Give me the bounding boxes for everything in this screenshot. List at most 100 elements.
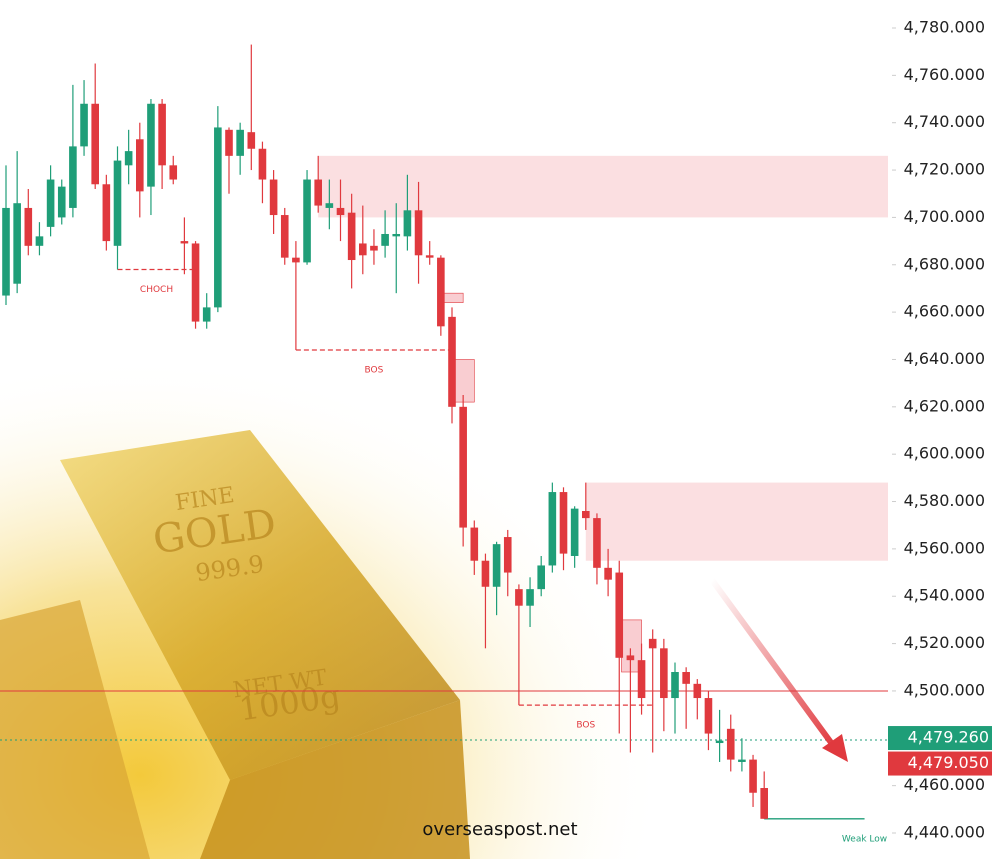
annotation-label: BOS: [365, 366, 384, 376]
candle-body: [503, 537, 512, 573]
price-badge: [888, 726, 992, 751]
candle-body: [258, 148, 267, 180]
y-tick-label: 4,780.000: [904, 18, 985, 37]
candle-body: [559, 492, 568, 554]
trend-arrow-head: [822, 734, 848, 762]
candle-body: [214, 127, 222, 308]
candle-body: [102, 184, 111, 242]
y-tick-label: 4,620.000: [904, 396, 985, 415]
gold-bar-side: [200, 700, 470, 859]
candle-body: [403, 210, 412, 237]
candle-body: [280, 215, 289, 258]
annotation-label: BOS: [576, 721, 595, 731]
zone: [318, 155, 888, 218]
candle-body: [191, 243, 200, 322]
y-tick-label: 4,760.000: [904, 65, 985, 84]
candle-body: [414, 210, 423, 256]
candle-body: [69, 146, 77, 208]
candle-body: [236, 129, 244, 156]
candle-body: [392, 233, 401, 237]
candle-body: [760, 788, 768, 819]
candle-body: [660, 648, 668, 699]
y-tick-label: 4,540.000: [904, 586, 985, 605]
annotation-label: CHOCH: [140, 285, 173, 295]
candle-body: [158, 103, 166, 166]
candle-body: [202, 307, 211, 322]
candle-body: [225, 129, 233, 156]
candle-body: [91, 103, 99, 185]
candle-body: [169, 165, 178, 180]
candle-body: [548, 492, 557, 566]
candle-body: [437, 257, 445, 327]
price-badge-label: 4,479.260: [908, 728, 989, 747]
candle-body: [136, 139, 144, 192]
gold-bar-left: [0, 600, 150, 859]
candle-body: [626, 655, 635, 661]
y-tick-label: 4,580.000: [904, 491, 985, 510]
price-badge: [888, 751, 992, 776]
y-tick-label: 4,460.000: [904, 775, 985, 794]
candle-body: [693, 683, 702, 699]
zone: [443, 292, 464, 303]
candle-body: [13, 203, 21, 284]
candle-body: [682, 672, 690, 684]
candle-body: [347, 212, 356, 261]
candle-body: [492, 544, 501, 587]
candle-body: [336, 207, 345, 216]
candle-body: [615, 572, 624, 658]
candle-body: [35, 236, 44, 246]
candle-body: [582, 511, 590, 519]
candle-body: [269, 179, 278, 216]
y-tick-label: 4,700.000: [904, 207, 985, 226]
y-tick-label: 4,600.000: [904, 444, 985, 463]
candle-body: [515, 589, 523, 606]
y-tick-label: 4,560.000: [904, 538, 985, 557]
candle-body: [738, 759, 746, 762]
gold-bar: [60, 430, 460, 780]
y-tick-label: 4,680.000: [904, 254, 985, 273]
candle-body: [749, 759, 757, 793]
candle-body: [726, 728, 735, 760]
candle-body: [314, 179, 322, 206]
candle-body: [425, 255, 434, 258]
candle-body: [537, 565, 545, 590]
candle-body: [147, 103, 155, 187]
candle-body: [359, 243, 367, 256]
candle-body: [704, 698, 713, 734]
trend-arrow: [709, 578, 838, 750]
zone: [453, 359, 475, 403]
y-tick-label: 4,440.000: [904, 823, 985, 842]
candle-body: [570, 508, 579, 556]
candle-body: [459, 406, 467, 528]
candle-body: [481, 560, 490, 587]
y-tick-label: 4,640.000: [904, 349, 985, 368]
candle-body: [113, 160, 122, 246]
candle-body: [325, 203, 334, 208]
candle-body: [715, 740, 724, 744]
candle-body: [671, 672, 679, 699]
candle-body: [57, 186, 66, 218]
candle-body: [80, 103, 88, 147]
candle-body: [470, 527, 479, 561]
y-tick-label: 4,740.000: [904, 112, 985, 131]
candle-body: [637, 660, 646, 699]
annotation-label: Weak Low: [842, 834, 887, 844]
candle-body: [46, 179, 55, 227]
y-tick-label: 4,720.000: [904, 160, 985, 179]
y-tick-label: 4,660.000: [904, 302, 985, 321]
candle-body: [124, 151, 133, 166]
price-badge-label: 4,479.050: [908, 753, 989, 772]
candle-body: [381, 233, 389, 246]
candle-body: [292, 257, 300, 263]
candle-body: [593, 518, 601, 568]
y-tick-label: 4,500.000: [904, 680, 985, 699]
candle-body: [303, 179, 311, 263]
y-tick-label: 4,520.000: [904, 633, 985, 652]
candle-body: [247, 132, 256, 149]
zone: [585, 482, 888, 561]
candle-body: [180, 241, 189, 244]
watermark: overseaspost.net: [422, 819, 577, 840]
candle-body: [24, 207, 33, 246]
